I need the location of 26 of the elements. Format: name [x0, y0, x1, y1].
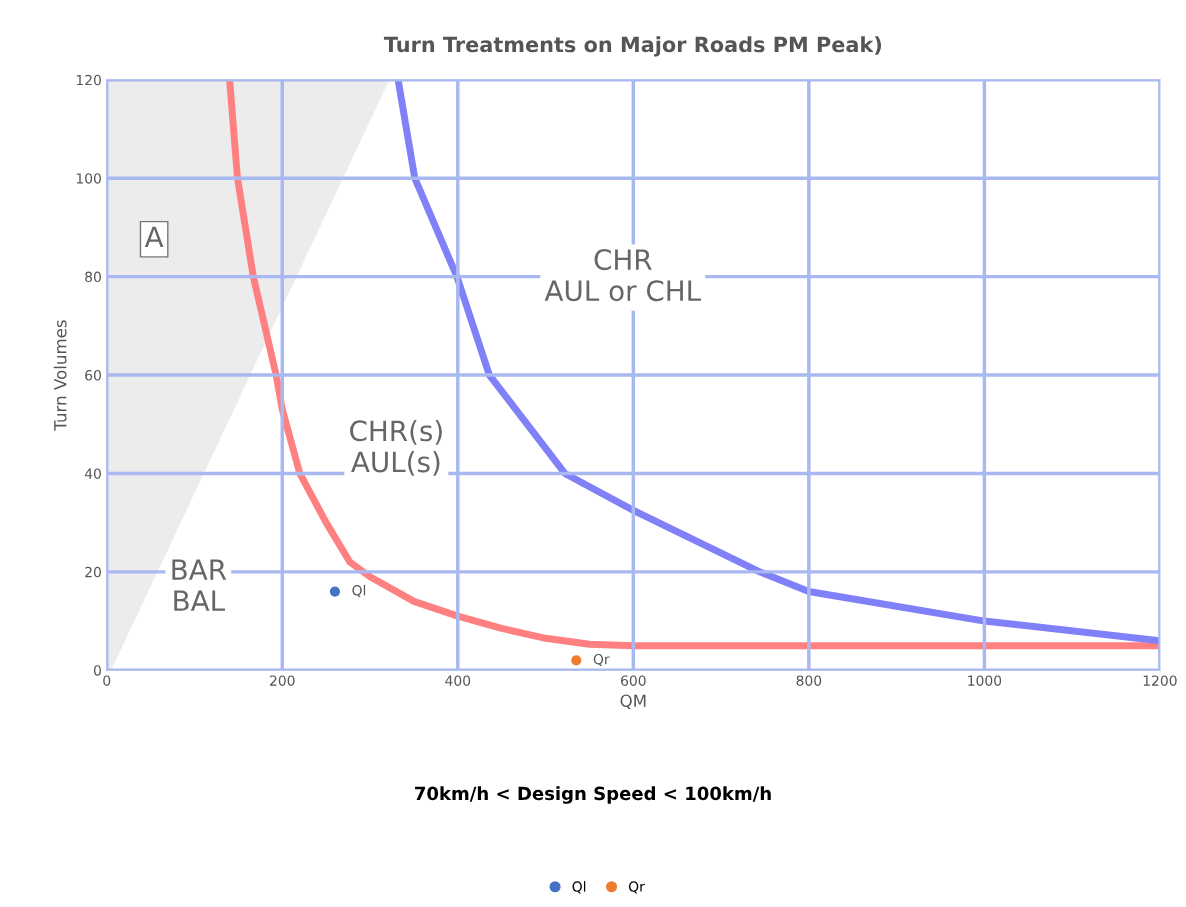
- y-tick-label: 80: [85, 271, 101, 283]
- x-tick-label: 0: [103, 675, 111, 686]
- text: Qr: [593, 653, 610, 667]
- legend-label: Qr: [628, 881, 645, 894]
- x-tick-label: 1200: [1143, 675, 1177, 686]
- y-tick-label: 100: [76, 173, 101, 184]
- annotation: CHR AUL or CHL: [544, 249, 701, 302]
- x-tick-label: 600: [621, 675, 646, 686]
- y-tick-label: 40: [84, 468, 101, 479]
- text: Ql: [352, 584, 366, 598]
- y-tick-label: 120: [76, 74, 101, 86]
- x-axis-title: QM: [620, 694, 646, 709]
- x-tick-label: 800: [796, 675, 822, 686]
- x-tick-label: 1000: [968, 675, 1002, 686]
- x-tick-label: 400: [445, 675, 471, 686]
- text: 70km/h < Design Speed < 100km/h: [415, 786, 771, 804]
- x-tick-label: 200: [270, 675, 295, 686]
- y-tick-label: 0: [93, 665, 101, 676]
- y-axis-title: Turn Volumes: [53, 320, 67, 431]
- annotation: A: [144, 226, 164, 247]
- chart-title: Turn Treatments on Major Roads PM Peak): [383, 36, 882, 57]
- y-tick-label: 20: [85, 566, 101, 578]
- annotation: CHR(s) AUL(s): [350, 419, 442, 476]
- annotation: BAR BAL: [172, 559, 227, 611]
- y-tick-label: 60: [85, 370, 101, 381]
- legend-label: Ql: [572, 881, 586, 894]
